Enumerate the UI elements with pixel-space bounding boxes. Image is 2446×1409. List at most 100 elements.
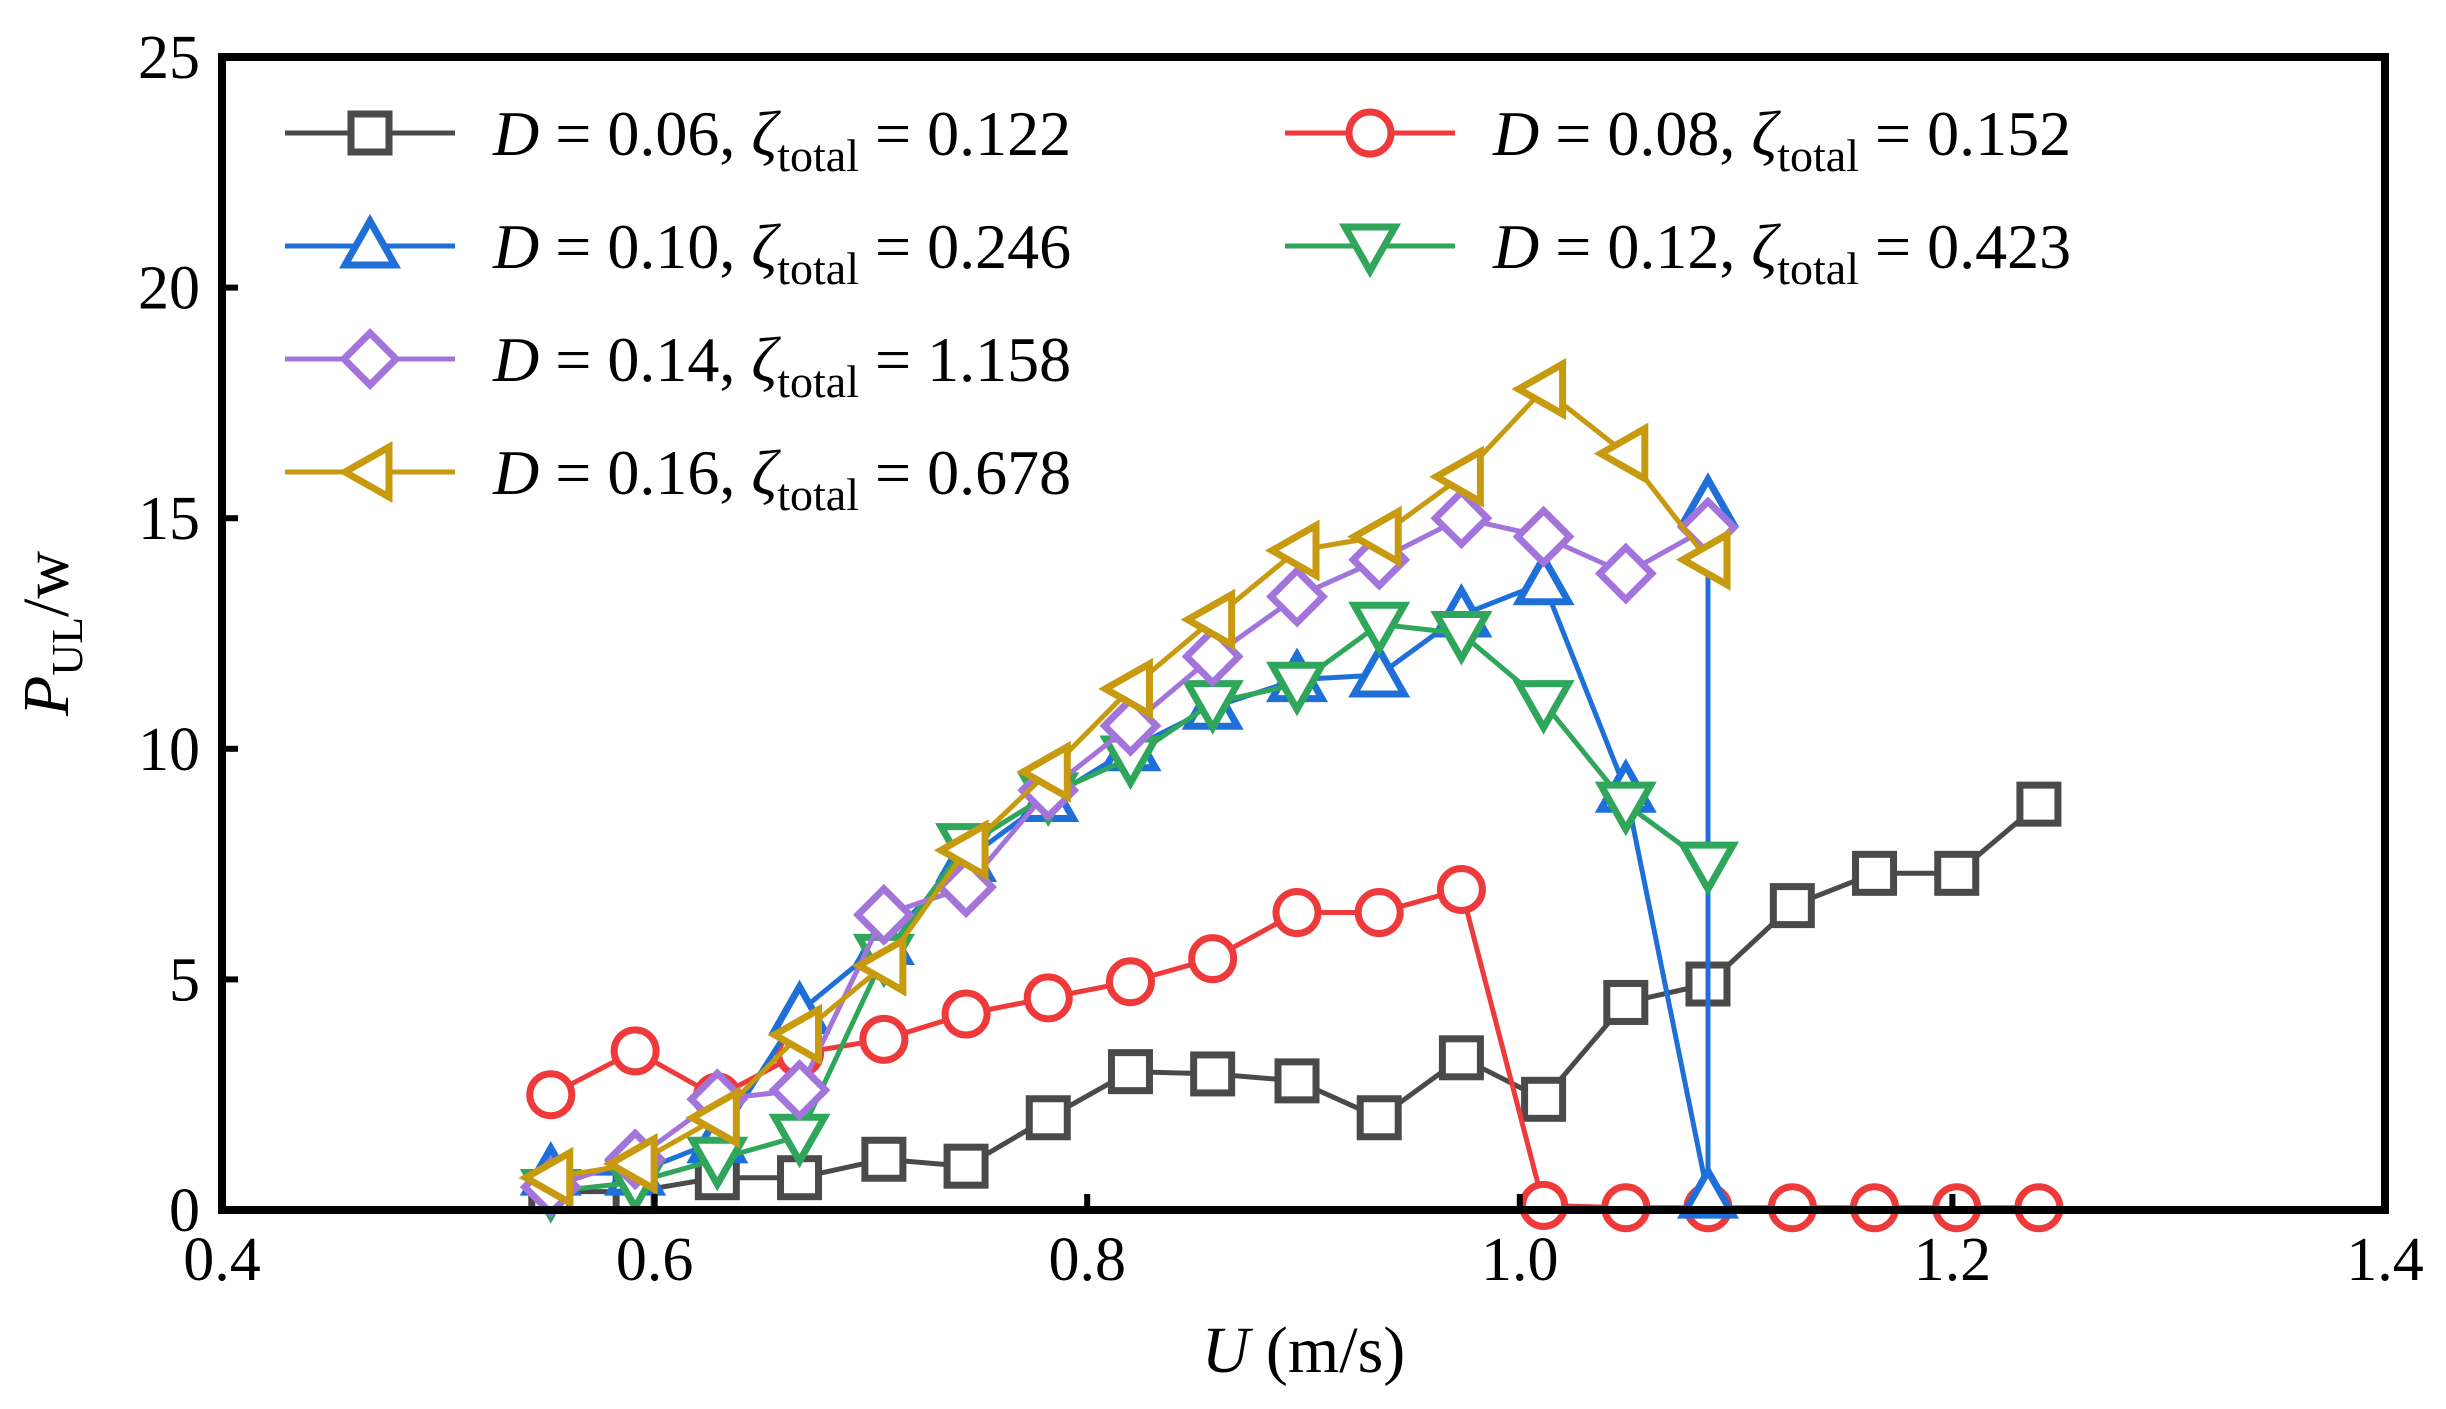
legend-label-0: D = 0.06, ζtotal = 0.122 [492,98,1071,181]
legend-d-1: D [1492,98,1539,169]
series-0-point-9 [1274,1058,1320,1104]
y-tick-label-2: 10 [138,716,200,784]
series-3-point-2 [686,1136,749,1192]
series-1-point-0 [526,1070,576,1120]
series-0-point-18 [2016,781,2062,827]
legend-label-5: D = 0.16, ζtotal = 0.678 [492,437,1071,520]
series-1-point-11 [1436,864,1486,914]
y-axis-sub: UL [43,617,92,676]
series-1-point-6 [1023,973,1073,1023]
series-1 [526,864,2064,1233]
legend-entry-5: D = 0.16, ζtotal = 0.678 [285,437,1071,520]
series-0-point-4 [861,1136,907,1182]
legend-d-value-2: = 0.10, [539,211,751,282]
legend-d-3: D [1492,211,1539,282]
series-3-point-12 [1512,680,1575,735]
legend-marker-4 [339,328,401,390]
legend-label-1: D = 0.08, ζtotal = 0.152 [1492,98,2071,181]
legend-d-0: D [492,98,539,169]
series-3-point-9 [1265,661,1329,717]
series-5-point-8 [1180,588,1236,651]
legend: D = 0.06, ζtotal = 0.122 D = 0.08, ζtotal… [285,98,2071,520]
series-1-point-7 [1105,957,1155,1007]
legend-d-2: D [492,211,539,282]
x-axis-unit: (m/s) [1249,1314,1405,1387]
series-0-point-15 [1769,883,1815,929]
series-0-point-12 [1521,1076,1567,1122]
series-0-point-7 [1107,1049,1153,1095]
series-3-point-10 [1348,601,1411,657]
legend-marker-0 [347,110,393,156]
series-2-point-10 [1348,642,1411,698]
series-4-point-12 [1512,505,1575,568]
legend-d-value-0: = 0.06, [539,98,751,169]
legend-zeta-value-1: = 0.152 [1859,98,2071,169]
series-5-point-0 [518,1146,574,1209]
legend-entry-1: D = 0.08, ζtotal = 0.152 [1285,98,2071,181]
axis-titles: U (m/s) PUL/w [10,551,1405,1387]
series-0-point-11 [1438,1035,1484,1081]
legend-marker-1 [1345,108,1395,158]
series-1-point-9 [1272,888,1322,938]
legend-label-2: D = 0.10, ζtotal = 0.246 [492,211,1071,294]
series-0-point-17 [1934,850,1980,896]
legend-zeta-0: ζ [751,98,781,169]
legend-zeta-2: ζ [751,211,781,282]
series-3-point-13 [1594,781,1657,837]
series-1-point-8 [1188,934,1238,984]
series-4-point-3 [768,1059,831,1122]
legend-zeta-value-5: = 0.678 [859,437,1071,508]
legend-zeta-value-3: = 0.423 [1859,211,2071,282]
legend-label-3: D = 0.12, ζtotal = 0.423 [1492,211,2071,294]
legend-zeta-1: ζ [1751,98,1781,169]
x-tick-label-2: 0.8 [1048,1226,1126,1294]
series-1-point-10 [1354,888,1404,938]
y-axis-title: PUL/w [10,551,92,717]
legend-zeta-sub-1: total [1777,130,1859,181]
legend-marker-2 [338,213,402,269]
series-2-point-12 [1512,550,1575,606]
series-5-point-6 [1016,740,1071,803]
plot-border [218,53,2389,1214]
data-layer [518,358,2064,1233]
legend-d-value-3: = 0.12, [1539,211,1751,282]
legend-zeta-5: ζ [751,437,781,508]
series-5-point-14 [1675,528,1731,591]
series-0-point-6 [1025,1095,1071,1141]
series-4-point-13 [1594,542,1657,605]
series-5-point-11 [1429,445,1484,508]
legend-entry-3: D = 0.12, ζtotal = 0.423 [1285,211,2071,294]
x-tick-label-1: 0.6 [616,1226,694,1294]
x-axis-var: U [1202,1314,1254,1387]
series-0-point-5 [943,1143,989,1189]
legend-zeta-sub-4: total [777,356,859,407]
series-5-point-2 [685,1086,740,1149]
series-5-point-9 [1264,519,1320,582]
legend-d-value-1: = 0.08, [1539,98,1751,169]
series-0-point-16 [1852,850,1898,896]
legend-zeta-sub-2: total [777,243,859,294]
legend-marker-3 [1338,223,1402,279]
y-axis-unit: /w [10,551,83,617]
series-5-point-3 [767,1003,823,1066]
series-5-point-10 [1347,505,1402,568]
x-axis-title: U (m/s) [1202,1314,1406,1387]
series-line-0 [550,802,2041,1195]
legend-d-value-5: = 0.16, [539,437,751,508]
legend-label-4: D = 0.14, ζtotal = 1.158 [492,324,1071,407]
x-tick-label-0: 0.4 [183,1226,261,1294]
series-0-point-13 [1603,979,1649,1025]
legend-entry-4: D = 0.14, ζtotal = 1.158 [285,324,1071,407]
axis-ticks: 0.4 0.6 0.8 1.0 1.2 1.4 0 5 10 15 20 25 [138,24,2424,1294]
series-5-point-13 [1593,422,1649,485]
y-tick-label-5: 25 [138,24,200,92]
series-1-point-1 [610,1026,660,1076]
y-axis-var: P [10,676,83,717]
series-0-point-10 [1356,1095,1402,1141]
series-4-point-4 [852,883,915,946]
legend-zeta-value-0: = 0.122 [859,98,1071,169]
plot-frame [218,53,2389,1214]
legend-zeta-3: ζ [1751,211,1781,282]
legend-zeta-sub-0: total [777,130,859,181]
